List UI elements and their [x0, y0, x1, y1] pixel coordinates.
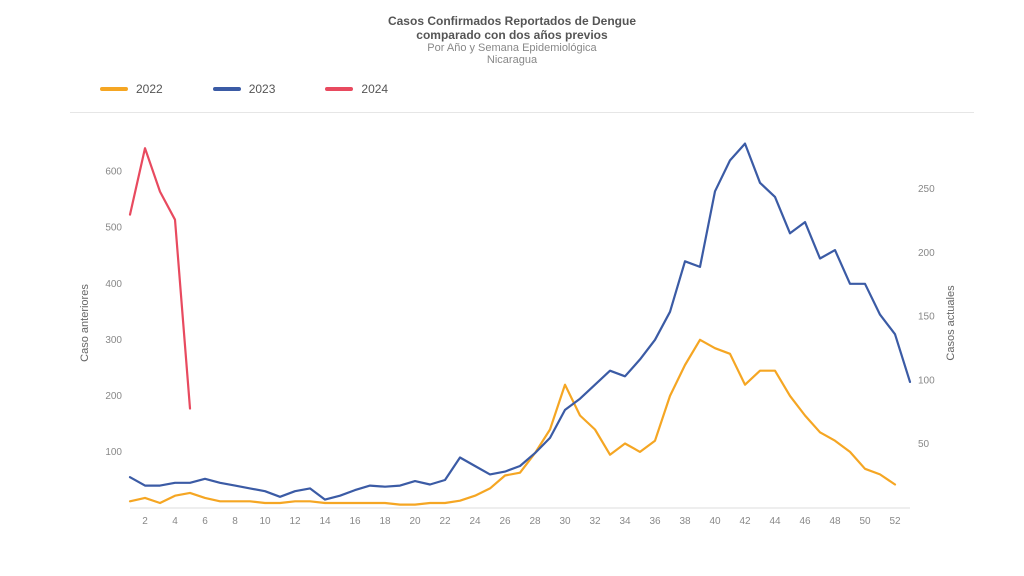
- subtitle-1: Por Año y Semana Epidemiológica: [0, 42, 1024, 54]
- svg-text:22: 22: [439, 516, 451, 527]
- svg-text:50: 50: [859, 516, 871, 527]
- svg-text:6: 6: [202, 516, 208, 527]
- legend-swatch-2: [325, 87, 353, 91]
- legend-label-2: 2024: [361, 82, 388, 96]
- svg-text:500: 500: [105, 223, 122, 234]
- svg-text:38: 38: [679, 516, 691, 527]
- svg-text:8: 8: [232, 516, 238, 527]
- title-line-1: Casos Confirmados Reportados de Dengue: [0, 14, 1024, 28]
- svg-text:36: 36: [649, 516, 661, 527]
- svg-text:200: 200: [918, 248, 935, 259]
- legend-label-1: 2023: [249, 82, 276, 96]
- svg-text:48: 48: [829, 516, 841, 527]
- svg-text:400: 400: [105, 279, 122, 290]
- legend-item-2: 2024: [325, 82, 388, 96]
- svg-text:Caso anteriores: Caso anteriores: [79, 284, 91, 362]
- svg-text:26: 26: [499, 516, 511, 527]
- svg-text:46: 46: [799, 516, 811, 527]
- svg-text:10: 10: [259, 516, 271, 527]
- legend-swatch-0: [100, 87, 128, 91]
- svg-text:40: 40: [709, 516, 721, 527]
- svg-text:2: 2: [142, 516, 148, 527]
- svg-text:100: 100: [105, 447, 122, 458]
- svg-text:16: 16: [349, 516, 361, 527]
- svg-text:150: 150: [918, 312, 935, 323]
- legend-label-0: 2022: [136, 82, 163, 96]
- svg-text:32: 32: [589, 516, 601, 527]
- legend-swatch-1: [213, 87, 241, 91]
- svg-text:30: 30: [559, 516, 571, 527]
- svg-text:34: 34: [619, 516, 631, 527]
- line-chart: 1002003004005006005010015020025024681012…: [70, 128, 970, 548]
- legend-item-0: 2022: [100, 82, 163, 96]
- svg-text:28: 28: [529, 516, 541, 527]
- svg-text:200: 200: [105, 391, 122, 402]
- svg-text:Casos actuales: Casos actuales: [945, 285, 957, 361]
- svg-text:4: 4: [172, 516, 178, 527]
- svg-text:20: 20: [409, 516, 421, 527]
- svg-text:50: 50: [918, 439, 930, 450]
- divider: [70, 112, 974, 113]
- svg-text:24: 24: [469, 516, 481, 527]
- svg-text:52: 52: [889, 516, 901, 527]
- subtitle-2: Nicaragua: [0, 54, 1024, 66]
- svg-text:300: 300: [105, 335, 122, 346]
- svg-text:44: 44: [769, 516, 781, 527]
- legend-item-1: 2023: [213, 82, 276, 96]
- legend: 2022 2023 2024: [100, 82, 388, 96]
- chart-container: Casos Confirmados Reportados de Dengue c…: [0, 0, 1024, 576]
- titles: Casos Confirmados Reportados de Dengue c…: [0, 14, 1024, 66]
- svg-text:12: 12: [289, 516, 301, 527]
- svg-text:600: 600: [105, 167, 122, 178]
- title-line-2: comparado con dos años previos: [0, 28, 1024, 42]
- svg-text:250: 250: [918, 184, 935, 195]
- svg-text:14: 14: [319, 516, 331, 527]
- svg-text:42: 42: [739, 516, 751, 527]
- svg-text:100: 100: [918, 375, 935, 386]
- svg-text:18: 18: [379, 516, 391, 527]
